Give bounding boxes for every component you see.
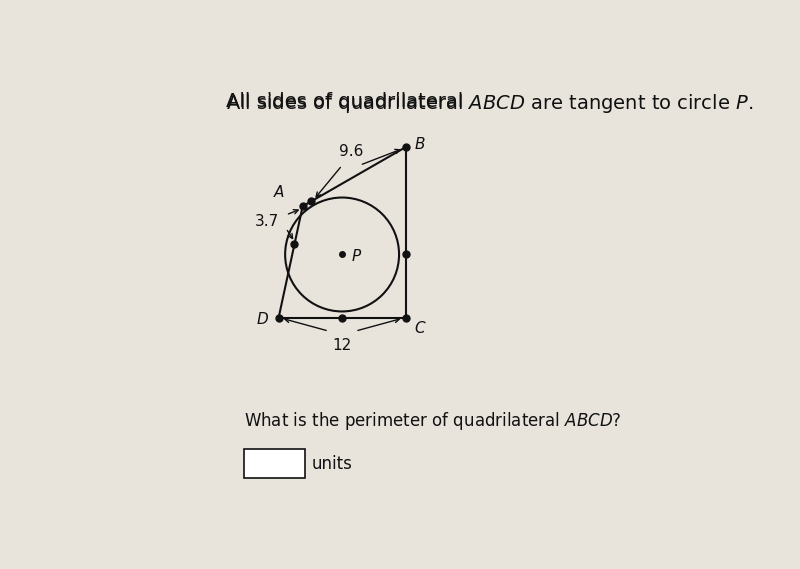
Text: What is the perimeter of quadrilateral $ABCD$?: What is the perimeter of quadrilateral $… bbox=[243, 410, 621, 432]
Text: 12: 12 bbox=[333, 338, 352, 353]
Bar bbox=[243, 450, 305, 478]
Text: $D$: $D$ bbox=[256, 311, 269, 327]
Text: $A$: $A$ bbox=[273, 184, 285, 200]
Text: $P$: $P$ bbox=[351, 248, 362, 264]
Text: 9.6: 9.6 bbox=[338, 144, 363, 159]
Text: All sides of quadrilateral $ABCD$ are tangent to circle $P$.: All sides of quadrilateral $ABCD$ are ta… bbox=[226, 92, 753, 116]
Text: $C$: $C$ bbox=[414, 320, 427, 336]
Text: $B$: $B$ bbox=[414, 135, 426, 151]
Text: All sides of quadrilateral: All sides of quadrilateral bbox=[226, 92, 470, 112]
Text: units: units bbox=[311, 455, 352, 473]
Text: 3.7: 3.7 bbox=[255, 214, 279, 229]
